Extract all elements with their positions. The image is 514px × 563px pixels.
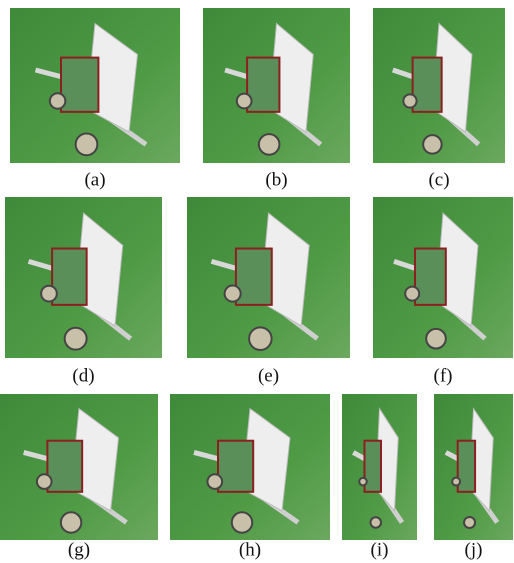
robot-wheel <box>41 286 57 302</box>
robot-wheel <box>65 328 87 350</box>
panel-caption: (h) <box>239 539 261 560</box>
figure: (a) (b) (c) (d) (e) (f) (g) (h) (i) (j) <box>0 0 514 563</box>
robot-wheel <box>237 94 252 109</box>
robot-wheel <box>464 517 475 528</box>
panel-caption: (d) <box>72 365 94 386</box>
robot-wheel <box>259 134 280 155</box>
robot-wheel <box>208 474 223 489</box>
robot-wheel <box>76 134 98 156</box>
panel-caption: (g) <box>68 539 90 560</box>
photo <box>434 394 513 540</box>
photo <box>342 394 417 540</box>
photo <box>170 394 330 540</box>
panel-caption: (c) <box>428 169 449 190</box>
panel-caption: (b) <box>265 169 287 190</box>
panel-caption: (i) <box>371 539 389 560</box>
robot-wheel <box>452 478 460 486</box>
robot-wheel <box>232 512 252 532</box>
robot-wheel <box>426 329 446 349</box>
robot-wheel <box>371 517 382 528</box>
robot-wheel <box>249 327 272 350</box>
robot-wheel <box>37 474 52 489</box>
photo <box>203 8 350 163</box>
robot-wheel <box>359 478 367 486</box>
photo <box>5 197 162 358</box>
robot-board <box>218 441 253 492</box>
photo <box>187 197 350 358</box>
robot-board <box>61 58 98 112</box>
robot-board <box>47 441 82 492</box>
photo <box>373 197 513 358</box>
panel-caption: (e) <box>258 365 279 386</box>
robot-wheel <box>403 94 416 107</box>
robot-wheel <box>61 512 81 532</box>
photo <box>10 8 180 163</box>
robot-wheel <box>50 93 66 109</box>
robot-wheel <box>405 287 419 301</box>
robot-board <box>236 249 272 305</box>
robot-wheel <box>225 286 241 302</box>
panel-caption: (a) <box>84 169 105 190</box>
robot-wheel <box>423 135 441 153</box>
photo <box>0 394 158 540</box>
photo <box>373 8 505 163</box>
panel-caption: (j) <box>465 539 483 560</box>
panel-caption: (f) <box>434 365 453 386</box>
